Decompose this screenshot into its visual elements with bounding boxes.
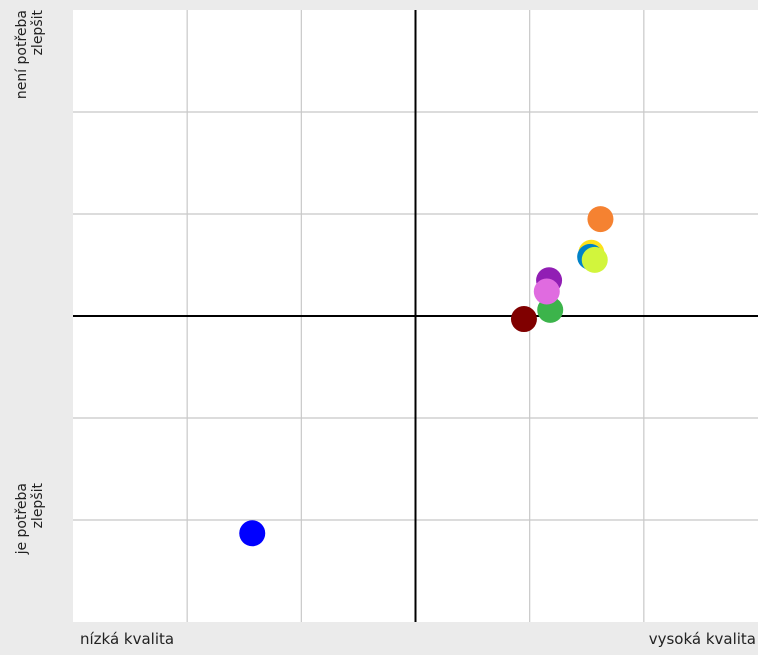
center-axes [73,10,758,622]
y-top-label-line2: zlepšit [30,10,46,56]
scatter-point [533,278,560,305]
scatter-point [510,306,537,333]
scatter-point [587,206,614,233]
y-bottom-label: je potřeba zlepšit [14,483,46,608]
scatter-point [581,246,608,273]
data-points [239,206,614,547]
y-top-label-line1: není potřeba [14,10,30,100]
y-bottom-label-line1: je potřeba [14,483,30,555]
y-top-label: není potřeba zlepšit [14,10,46,135]
y-bottom-label-line2: zlepšit [30,483,46,529]
scatter-point [239,520,266,547]
x-right-label: vysoká kvalita [648,630,756,648]
x-left-label: nízká kvalita [80,630,175,648]
